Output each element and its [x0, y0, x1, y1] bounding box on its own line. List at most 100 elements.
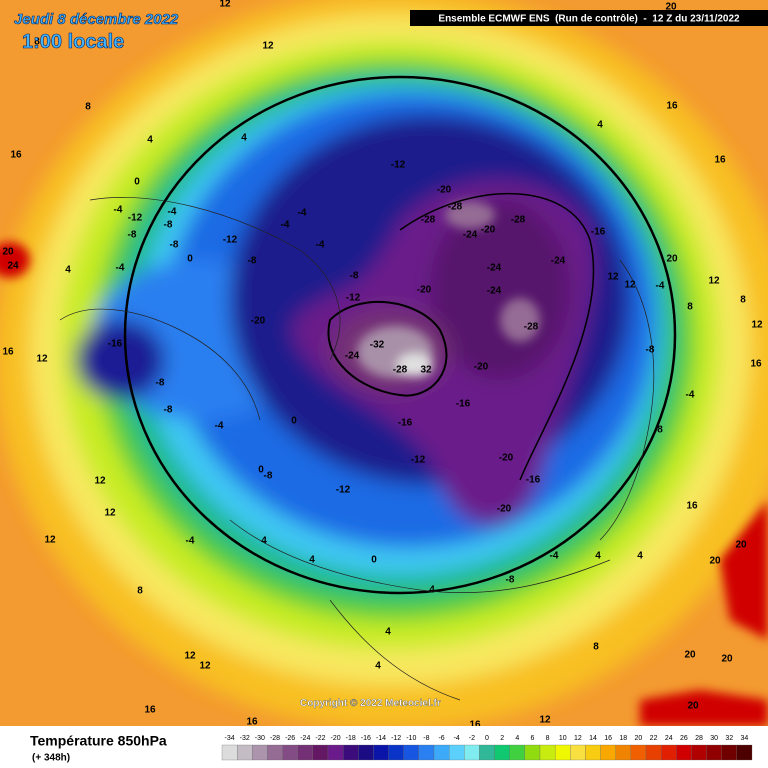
contour-label: -20: [499, 453, 514, 464]
contour-label: 12: [104, 508, 116, 519]
contour-label: 20: [666, 254, 678, 265]
legend-label: -8: [423, 735, 429, 742]
legend-swatch: [645, 744, 662, 761]
contour-label: -16: [456, 399, 471, 410]
contour-label: 4: [595, 551, 601, 562]
contour-label: -20: [251, 316, 266, 327]
contour-label: 8: [657, 425, 663, 436]
contour-label: 20: [2, 247, 14, 258]
color-legend: -34 -32 -30 -28 -26 -24 -22 -20 -18 -16 -14 -12 -10-…: [221, 735, 753, 761]
legend-swatch: [236, 744, 253, 761]
legend-swatch: [494, 744, 510, 761]
contour-label: 4: [385, 627, 391, 638]
local-time: 1:00 locale: [22, 31, 124, 53]
contour-label: -8: [264, 471, 273, 482]
contour-label: -24: [345, 351, 360, 362]
legend-swatch: [464, 744, 480, 761]
legend-label: -14: [376, 735, 386, 742]
contour-label: 20: [721, 654, 733, 665]
legend-swatch: [358, 744, 374, 761]
contour-label: 4: [597, 120, 603, 131]
contour-label: 4: [637, 551, 643, 562]
legend-swatch: [418, 744, 435, 761]
legend-swatch: [388, 744, 404, 761]
contour-label: -28: [448, 202, 463, 213]
contour-label: -20: [417, 285, 432, 296]
legend-label: 0: [485, 735, 489, 742]
contour-label: 8: [34, 37, 40, 48]
contour-label: -16: [108, 339, 123, 350]
contour-label: -4: [656, 281, 665, 292]
contour-label: -28: [511, 215, 526, 226]
contour-label: 4: [65, 265, 71, 276]
contour-label: -24: [487, 286, 502, 297]
contour-label: -20: [437, 185, 452, 196]
contour-label: -8: [350, 271, 359, 282]
contour-label: 12: [539, 715, 551, 726]
contour-label: -12: [411, 455, 426, 466]
contour-label: 12: [184, 651, 196, 662]
legend-label: 30: [710, 735, 718, 742]
legend-label: 2: [500, 735, 504, 742]
contour-label: 8: [85, 102, 91, 113]
contour-label: 12: [607, 272, 619, 283]
legend-label: -34: [225, 735, 235, 742]
contour-label: -12: [128, 213, 143, 224]
legend-swatch: [615, 744, 632, 761]
contour-label: -16: [526, 475, 541, 486]
legend-swatch: [327, 744, 344, 761]
legend-label: 16: [604, 735, 612, 742]
legend-label: -20: [331, 735, 341, 742]
contour-label: 20: [684, 650, 696, 661]
legend-swatch: [524, 744, 541, 761]
contour-label: 16: [666, 101, 678, 112]
contour-label: 4: [309, 555, 315, 566]
legend-label: 22: [650, 735, 658, 742]
contour-label: -24: [463, 230, 478, 241]
legend-swatch: [312, 744, 329, 761]
legend-swatch: [479, 744, 495, 761]
contour-label: -4: [215, 421, 224, 432]
contour-label: 4: [261, 536, 267, 547]
contour-label: -28: [421, 215, 436, 226]
contour-label: -20: [474, 362, 489, 373]
contour-label: 16: [246, 717, 258, 728]
contour-label: -4: [114, 205, 123, 216]
contour-label: 20: [687, 701, 699, 712]
legend-label: 18: [619, 735, 627, 742]
contour-label: 12: [624, 280, 636, 291]
legend-label: 28: [695, 735, 703, 742]
legend-label: 34: [741, 735, 749, 742]
legend-swatch: [267, 744, 283, 761]
contour-label: 4: [375, 661, 381, 672]
contour-label: -8: [164, 405, 173, 416]
legend-label: 8: [546, 735, 550, 742]
contour-label: -8: [128, 230, 137, 241]
contour-label: 24: [7, 261, 19, 272]
contour-label: 8: [740, 295, 746, 306]
contour-label: 16: [144, 705, 156, 716]
contour-label: 12: [36, 354, 48, 365]
contour-label: -8: [646, 345, 655, 356]
contour-label: 0: [258, 465, 264, 476]
legend-label: 4: [515, 735, 519, 742]
legend-label: -10: [406, 735, 416, 742]
legend-label: 6: [530, 735, 534, 742]
legend-swatch: [297, 744, 314, 761]
legend-swatch: [221, 744, 238, 761]
legend-swatch: [342, 744, 359, 761]
contour-label: -8: [506, 575, 515, 586]
contour-label: 16: [2, 347, 14, 358]
legend-label: 32: [725, 735, 733, 742]
contour-label: 8: [593, 642, 599, 653]
temperature-map: [0, 0, 768, 730]
contour-label: -4: [550, 551, 559, 562]
contour-label: -4: [298, 208, 307, 219]
legend-swatch: [509, 744, 526, 761]
legend-label: -30: [255, 735, 265, 742]
contour-label: 12: [44, 535, 56, 546]
contour-label: -8: [170, 240, 179, 251]
model-banner: [410, 10, 768, 26]
model-info: Ensemble ECMWF ENS (Run de contrôle) - 1…: [438, 14, 740, 25]
